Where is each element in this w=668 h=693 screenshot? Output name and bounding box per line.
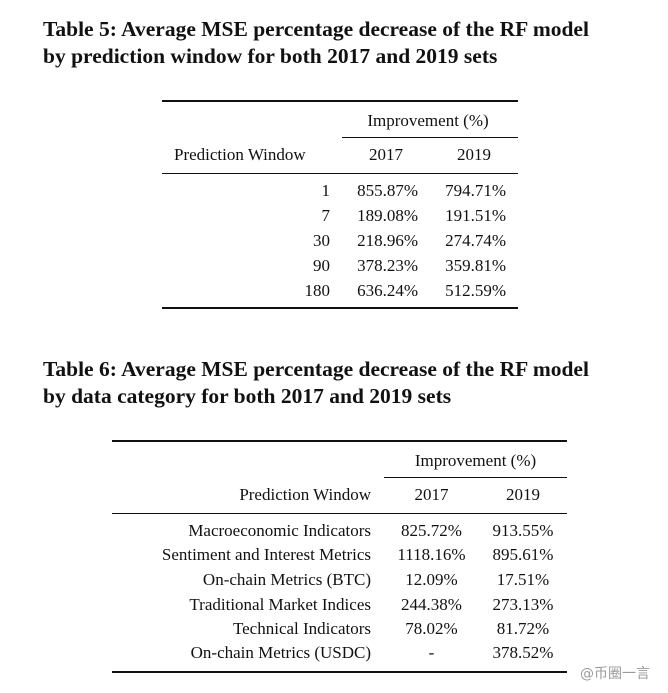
table5-col-2019: 2019 (457, 145, 491, 164)
table5-mid-rule (162, 173, 518, 174)
table6-cell-2019: 81.72% (496, 619, 550, 638)
watermark: @币圈一言 (580, 666, 650, 682)
table5-bottom-rule (162, 307, 518, 309)
table5: Improvement (%) Prediction Window 2017 2… (162, 100, 518, 312)
table6-cell-2017: - (428, 643, 435, 662)
table6-caption-line2: by data category for both 2017 and 2019 … (43, 384, 452, 408)
table6: Improvement (%) Prediction Window 2017 2… (112, 440, 567, 676)
table5-caption-line1: Table 5: Average MSE percentage decrease… (43, 17, 589, 41)
table6-row-label: On-chain Metrics (BTC) (202, 570, 371, 589)
table6-cell-2017: 12.09% (405, 570, 458, 589)
table5-cell-2019: 512.59% (445, 281, 506, 300)
table5-row-label: 7 (321, 206, 331, 225)
table5-row-label: 180 (304, 281, 331, 300)
table5-cell-2017: 189.08% (357, 206, 418, 225)
table6-cell-2017: 78.02% (405, 619, 458, 638)
table6-cell-2017: 825.72% (401, 521, 462, 540)
table5-row-label: 30 (313, 231, 330, 250)
table6-cell-2019: 17.51% (496, 570, 550, 589)
table6-caption-line1: Table 6: Average MSE percentage decrease… (43, 357, 589, 381)
table5-group-rule (342, 137, 518, 138)
table5-row-label: 90 (313, 256, 330, 275)
table5-group-header: Improvement (%) (367, 111, 489, 130)
table5-caption-line2: by prediction window for both 2017 and 2… (43, 44, 498, 68)
table6-mid-rule (112, 513, 567, 514)
table6-row-label: Sentiment and Interest Metrics (161, 545, 371, 564)
table6-cell-2019: 895.61% (492, 545, 554, 564)
table6-row-header: Prediction Window (239, 485, 371, 504)
table5-cell-2019: 359.81% (445, 256, 506, 275)
table6-cell-2019: 378.52% (492, 643, 554, 662)
table6-bottom-rule (112, 671, 567, 673)
table6-row-label: Traditional Market Indices (189, 595, 371, 614)
table5-col-2017: 2017 (369, 145, 403, 164)
table6-group-header: Improvement (%) (414, 451, 537, 470)
table6-caption: Table 6: Average MSE percentage decrease… (43, 356, 653, 410)
table6-row-label: Macroeconomic Indicators (188, 521, 371, 540)
table6-cell-2017: 1118.16% (397, 545, 466, 564)
table5-cell-2017: 218.96% (357, 231, 418, 250)
table5-cell-2019: 274.74% (445, 231, 506, 250)
table6-top-rule (112, 440, 567, 442)
table5-top-rule (162, 100, 518, 102)
table5-cell-2017: 378.23% (357, 256, 418, 275)
table5-row-header: Prediction Window (174, 145, 306, 164)
table5-cell-2017: 636.24% (357, 281, 418, 300)
table5-row-label: 1 (321, 181, 331, 200)
table6-group-rule (384, 477, 567, 478)
table6-row-label: On-chain Metrics (USDC) (190, 643, 371, 662)
table6-cell-2017: 244.38% (401, 595, 462, 614)
table6-cell-2019: 913.55% (492, 521, 554, 540)
table6-cell-2019: 273.13% (492, 595, 554, 614)
table5-cell-2019: 794.71% (445, 181, 506, 200)
table5-cell-2017: 855.87% (357, 181, 418, 200)
table6-row-label: Technical Indicators (232, 619, 371, 638)
table6-col-2017: 2017 (414, 485, 449, 504)
table5-cell-2019: 191.51% (445, 206, 506, 225)
table5-caption: Table 5: Average MSE percentage decrease… (43, 16, 653, 70)
table6-col-2019: 2019 (506, 485, 540, 504)
